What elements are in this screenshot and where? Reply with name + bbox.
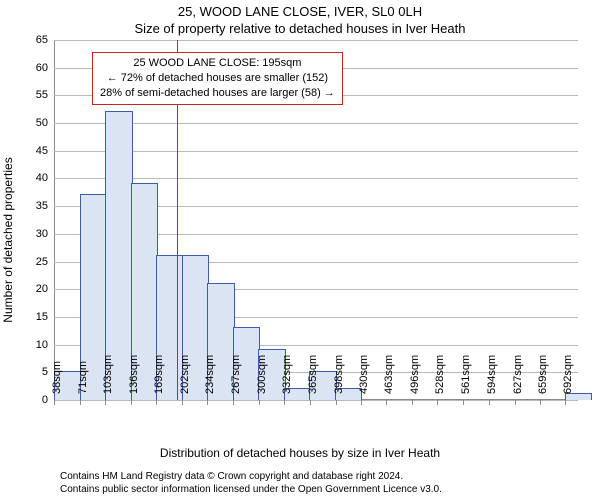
x-tick-mark: [131, 400, 132, 405]
y-tick-label: 65: [18, 34, 48, 46]
annotation-line-1: 25 WOOD LANE CLOSE: 195sqm: [100, 56, 335, 71]
x-axis-label: Distribution of detached houses by size …: [0, 446, 600, 460]
x-tick-label: 300sqm: [256, 355, 268, 394]
x-tick-label: 169sqm: [153, 355, 165, 394]
x-tick-label: 332sqm: [281, 355, 293, 394]
x-tick-mark: [565, 400, 566, 405]
chart-title-sub: Size of property relative to detached ho…: [0, 21, 600, 36]
footer-line-1: Contains HM Land Registry data © Crown c…: [60, 471, 442, 484]
chart-title-main: 25, WOOD LANE CLOSE, IVER, SL0 0LH: [0, 4, 600, 19]
annotation-line-2: ← 72% of detached houses are smaller (15…: [100, 71, 335, 86]
x-tick-label: 561sqm: [460, 355, 472, 394]
x-tick-label: 234sqm: [204, 355, 216, 394]
gridline-h: [54, 400, 578, 401]
x-tick-label: 398sqm: [333, 355, 345, 394]
plot-area: 0510152025303540455055606538sqm71sqm103s…: [54, 40, 578, 400]
x-tick-mark: [463, 400, 464, 405]
x-tick-label: 136sqm: [128, 355, 140, 394]
y-tick-label: 30: [18, 228, 48, 240]
x-tick-mark: [412, 400, 413, 405]
y-tick-label: 35: [18, 200, 48, 212]
y-tick-label: 15: [18, 311, 48, 323]
x-tick-label: 430sqm: [358, 355, 370, 394]
x-tick-mark: [105, 400, 106, 405]
y-tick-label: 55: [18, 89, 48, 101]
gridline-h: [54, 123, 578, 124]
gridline-h: [54, 178, 578, 179]
x-tick-mark: [386, 400, 387, 405]
x-tick-label: 627sqm: [512, 355, 524, 394]
y-axis-line: [54, 40, 55, 400]
y-axis-label: Number of detached properties: [1, 157, 15, 322]
y-tick-label: 45: [18, 145, 48, 157]
x-tick-mark: [489, 400, 490, 405]
x-tick-mark: [515, 400, 516, 405]
y-tick-label: 20: [18, 283, 48, 295]
y-tick-label: 0: [18, 394, 48, 406]
y-tick-label: 10: [18, 339, 48, 351]
x-tick-label: 692sqm: [562, 355, 574, 394]
chart-container: 25, WOOD LANE CLOSE, IVER, SL0 0LH Size …: [0, 0, 600, 500]
x-tick-mark: [233, 400, 234, 405]
x-tick-mark: [310, 400, 311, 405]
x-tick-mark: [336, 400, 337, 405]
x-tick-label: 594sqm: [486, 355, 498, 394]
x-tick-label: 267sqm: [230, 355, 242, 394]
x-tick-label: 659sqm: [537, 355, 549, 394]
x-tick-label: 365sqm: [307, 355, 319, 394]
x-tick-label: 463sqm: [383, 355, 395, 394]
x-tick-mark: [540, 400, 541, 405]
x-tick-mark: [437, 400, 438, 405]
y-tick-label: 60: [18, 62, 48, 74]
annotation-line-3: 28% of semi-detached houses are larger (…: [100, 86, 335, 101]
histogram-bar: [565, 393, 593, 400]
x-tick-label: 496sqm: [409, 355, 421, 394]
x-tick-label: 202sqm: [179, 355, 191, 394]
x-tick-label: 38sqm: [51, 361, 63, 394]
x-tick-label: 528sqm: [434, 355, 446, 394]
gridline-h: [54, 151, 578, 152]
x-tick-mark: [207, 400, 208, 405]
y-tick-label: 50: [18, 117, 48, 129]
x-tick-mark: [54, 400, 55, 405]
gridline-h: [54, 40, 578, 41]
x-tick-mark: [361, 400, 362, 405]
chart-footer: Contains HM Land Registry data © Crown c…: [60, 471, 442, 496]
x-tick-label: 103sqm: [102, 355, 114, 394]
y-tick-label: 40: [18, 172, 48, 184]
x-tick-mark: [284, 400, 285, 405]
x-tick-mark: [80, 400, 81, 405]
x-tick-mark: [182, 400, 183, 405]
y-tick-label: 5: [18, 366, 48, 378]
x-tick-mark: [156, 400, 157, 405]
annotation-box: 25 WOOD LANE CLOSE: 195sqm ← 72% of deta…: [92, 52, 343, 105]
y-tick-label: 25: [18, 256, 48, 268]
x-tick-label: 71sqm: [77, 361, 89, 394]
footer-line-2: Contains public sector information licen…: [60, 484, 442, 497]
x-tick-mark: [259, 400, 260, 405]
